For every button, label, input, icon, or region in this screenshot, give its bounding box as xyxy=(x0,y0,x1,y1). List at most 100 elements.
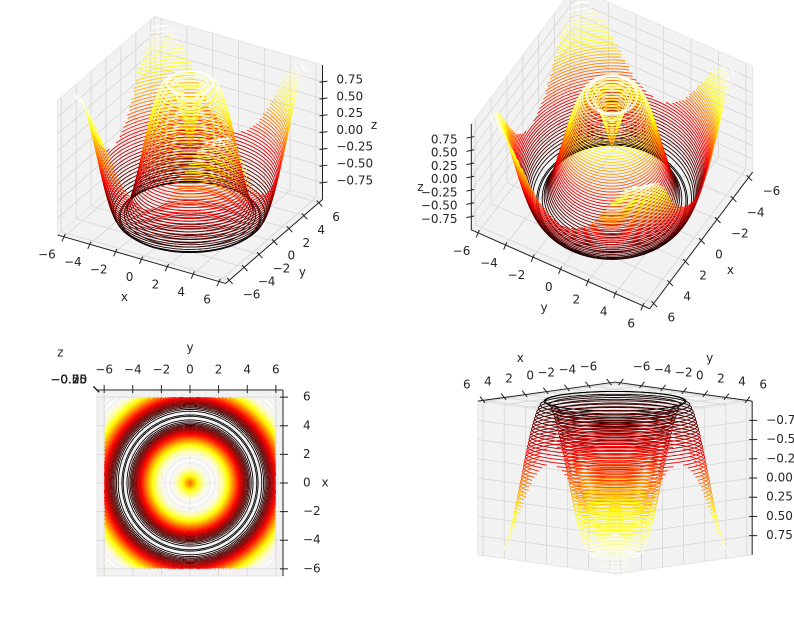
contour-line xyxy=(104,397,276,569)
contour-line xyxy=(511,508,719,539)
contour-line xyxy=(130,423,250,543)
contour-line xyxy=(530,420,700,445)
tick-mark xyxy=(746,174,753,182)
tick-mark xyxy=(585,278,590,287)
contour-line xyxy=(145,438,235,528)
contour-line xyxy=(98,116,282,209)
contour-line xyxy=(514,83,710,233)
contour-line xyxy=(506,50,718,212)
contour-line xyxy=(550,398,680,418)
contour-line xyxy=(573,82,651,142)
contour-line xyxy=(136,429,244,537)
contour-line xyxy=(558,116,666,199)
contour-line xyxy=(188,481,192,485)
contour-line xyxy=(85,54,295,160)
contour-line xyxy=(83,47,297,155)
contour-line xyxy=(104,397,276,569)
contour-line xyxy=(175,87,205,103)
x-tick-label: 4 xyxy=(303,418,311,432)
contour-line xyxy=(100,126,280,217)
contour-line xyxy=(153,446,227,520)
contour-line xyxy=(501,29,723,200)
contour-line xyxy=(154,83,226,119)
y-tick-label: −2 xyxy=(508,268,526,282)
y-tick-label: 4 xyxy=(600,304,608,318)
contour-line xyxy=(148,441,232,525)
contour-line xyxy=(552,131,672,223)
contour-line xyxy=(141,434,239,532)
contour-line xyxy=(555,125,669,214)
contour-line xyxy=(87,65,293,168)
contour-line xyxy=(105,398,275,568)
contour-line xyxy=(516,89,708,236)
contour-line xyxy=(501,535,729,568)
contour-line xyxy=(104,397,276,569)
contour-line xyxy=(177,470,203,496)
contour-line xyxy=(107,400,273,566)
contour-line xyxy=(572,84,652,145)
contour-line xyxy=(109,402,271,564)
contour-line xyxy=(166,459,214,507)
contour-line xyxy=(524,447,706,474)
contour-line xyxy=(132,425,248,541)
grid-line xyxy=(57,83,155,169)
contour-line xyxy=(104,397,276,569)
z-tick-label: −0.75 xyxy=(766,413,794,427)
tick-mark xyxy=(190,271,195,279)
contour-line xyxy=(186,479,194,487)
contour-line xyxy=(502,35,722,203)
contour-line xyxy=(92,85,288,184)
y-tick-label: 6 xyxy=(627,317,635,331)
contour-line xyxy=(182,475,198,491)
y-tick-label: 6 xyxy=(272,363,280,377)
contour-line xyxy=(511,71,713,225)
contour-line xyxy=(97,112,283,206)
tick-mark xyxy=(651,300,658,308)
contour-line xyxy=(114,176,266,252)
x-tick-label: −6 xyxy=(303,561,321,575)
contour-line xyxy=(111,404,269,562)
x-tick-label: 2 xyxy=(303,447,311,461)
grid-line xyxy=(642,168,747,306)
contour-line xyxy=(550,134,674,229)
contour-line xyxy=(181,474,199,492)
y-tick-label: 2 xyxy=(215,363,223,377)
contour-line xyxy=(167,460,213,506)
z-tick-label: −0.50 xyxy=(50,373,87,387)
grid-line xyxy=(470,0,575,138)
grid-line xyxy=(483,382,621,403)
contour-line xyxy=(581,74,643,121)
contour-line xyxy=(510,511,720,542)
contour-line xyxy=(107,157,273,241)
contour-line xyxy=(565,100,659,172)
contour-line xyxy=(184,477,196,489)
contour-line xyxy=(105,398,275,568)
contour-line xyxy=(569,478,661,492)
grid-line xyxy=(477,458,616,479)
z-tick-label: −0.75 xyxy=(50,373,87,387)
y-tick-label: −2 xyxy=(153,363,171,377)
grid-line xyxy=(574,26,753,107)
y-axis-label: y xyxy=(541,300,548,314)
contour-line xyxy=(147,440,233,526)
contour-line xyxy=(104,397,276,569)
contour-line xyxy=(496,537,734,572)
tick-mark xyxy=(723,393,730,401)
contour-line xyxy=(599,541,631,547)
z-tick-label: 0.50 xyxy=(60,373,87,387)
contour-line xyxy=(104,397,276,569)
contour-line xyxy=(571,488,659,502)
contour-line xyxy=(110,403,270,563)
contour-line xyxy=(183,476,197,490)
contour-line xyxy=(144,437,236,529)
contour-line xyxy=(182,475,198,491)
y-tick-label: −4 xyxy=(124,363,142,377)
contour-line xyxy=(137,430,243,536)
contour-line xyxy=(150,96,230,137)
contour-line xyxy=(586,546,644,556)
contour-line xyxy=(575,79,649,135)
x-tick-label: 0 xyxy=(715,247,723,261)
x-axis-label: x xyxy=(121,290,128,304)
y-tick-label: −2 xyxy=(273,262,291,276)
contour-line xyxy=(88,68,292,171)
